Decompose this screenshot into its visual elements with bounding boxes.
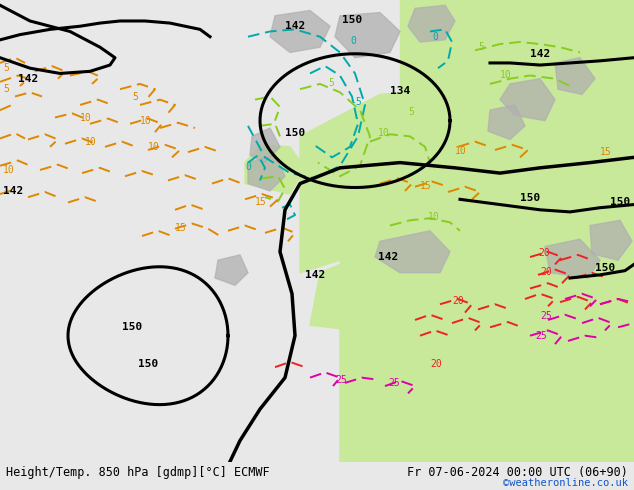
Polygon shape: [408, 5, 455, 42]
Text: 10: 10: [428, 212, 440, 222]
Polygon shape: [488, 105, 525, 140]
Polygon shape: [270, 10, 330, 52]
Text: 0: 0: [350, 36, 356, 46]
Polygon shape: [335, 13, 400, 58]
Text: 150: 150: [610, 196, 630, 207]
Text: 10: 10: [80, 113, 92, 122]
Text: 150: 150: [595, 263, 615, 272]
Text: 142: 142: [3, 186, 23, 196]
Text: 150: 150: [520, 194, 540, 203]
Text: 0: 0: [245, 162, 251, 172]
Text: 15: 15: [255, 196, 267, 207]
Text: Fr 07-06-2024 00:00 UTC (06+90): Fr 07-06-2024 00:00 UTC (06+90): [407, 466, 628, 479]
Text: 5: 5: [408, 107, 414, 118]
Text: 20: 20: [540, 267, 552, 277]
Text: 20: 20: [538, 248, 550, 258]
Text: 5: 5: [3, 63, 9, 74]
Text: 142: 142: [378, 252, 398, 262]
Polygon shape: [340, 210, 634, 462]
Polygon shape: [545, 239, 600, 278]
Text: 10: 10: [148, 142, 160, 152]
Text: 20: 20: [430, 359, 442, 369]
Text: 150: 150: [122, 322, 142, 332]
Polygon shape: [430, 399, 530, 462]
Text: 25: 25: [535, 331, 547, 341]
Text: 25: 25: [335, 375, 347, 385]
Text: ©weatheronline.co.uk: ©weatheronline.co.uk: [503, 478, 628, 488]
Polygon shape: [300, 84, 634, 273]
Text: 134: 134: [390, 86, 410, 97]
Polygon shape: [555, 58, 595, 95]
Text: Height/Temp. 850 hPa [gdmp][°C] ECMWF: Height/Temp. 850 hPa [gdmp][°C] ECMWF: [6, 466, 270, 479]
Polygon shape: [310, 252, 430, 336]
Text: 142: 142: [18, 74, 38, 84]
Text: 5: 5: [3, 84, 9, 94]
Text: 20: 20: [452, 296, 463, 306]
Text: 10: 10: [140, 116, 152, 126]
Text: 5: 5: [132, 92, 138, 101]
Polygon shape: [420, 388, 634, 462]
Polygon shape: [248, 155, 285, 191]
Text: 10: 10: [85, 137, 97, 147]
Text: 15: 15: [600, 147, 612, 157]
Text: 150: 150: [138, 359, 158, 369]
Text: 150: 150: [342, 15, 362, 25]
Polygon shape: [375, 231, 450, 273]
Polygon shape: [340, 210, 634, 462]
Text: 5: 5: [478, 42, 484, 52]
Text: 10: 10: [378, 128, 390, 138]
Text: 142: 142: [285, 22, 305, 31]
Polygon shape: [400, 0, 634, 178]
Text: -5: -5: [350, 97, 362, 107]
Polygon shape: [590, 220, 632, 260]
Polygon shape: [250, 128, 280, 163]
Text: 25: 25: [540, 311, 552, 321]
Text: 5: 5: [328, 78, 334, 88]
Text: 142: 142: [305, 270, 325, 280]
Text: 15: 15: [175, 223, 187, 233]
Text: 10: 10: [3, 165, 15, 175]
Text: 150: 150: [285, 128, 305, 138]
Text: 142: 142: [530, 49, 550, 59]
Text: 10: 10: [455, 146, 467, 156]
Polygon shape: [500, 79, 555, 121]
Polygon shape: [245, 145, 305, 194]
Text: 10: 10: [500, 70, 512, 80]
Text: 15: 15: [420, 181, 432, 191]
Text: 25: 25: [388, 378, 400, 388]
Text: 0: 0: [432, 32, 438, 42]
Polygon shape: [215, 255, 248, 285]
